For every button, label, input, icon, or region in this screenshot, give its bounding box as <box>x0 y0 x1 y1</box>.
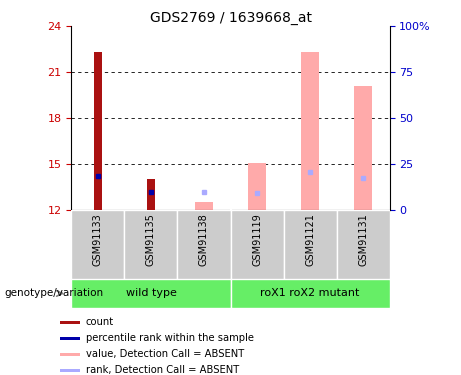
Bar <box>60 337 80 340</box>
Bar <box>177 210 230 279</box>
Bar <box>354 86 372 210</box>
Text: GSM91135: GSM91135 <box>146 213 156 266</box>
Bar <box>147 179 155 210</box>
Text: roX1 roX2 mutant: roX1 roX2 mutant <box>260 288 360 298</box>
Bar <box>337 210 390 279</box>
Bar <box>60 321 80 324</box>
Bar <box>124 210 177 279</box>
Text: rank, Detection Call = ABSENT: rank, Detection Call = ABSENT <box>86 365 239 375</box>
Text: genotype/variation: genotype/variation <box>5 288 104 298</box>
Bar <box>60 353 80 356</box>
Text: wild type: wild type <box>125 288 177 298</box>
Text: GSM91121: GSM91121 <box>305 213 315 266</box>
Text: count: count <box>86 317 114 327</box>
Text: GSM91119: GSM91119 <box>252 213 262 266</box>
Text: GSM91133: GSM91133 <box>93 213 103 266</box>
Text: GDS2769 / 1639668_at: GDS2769 / 1639668_at <box>149 11 312 25</box>
Bar <box>60 369 80 372</box>
Bar <box>301 52 319 210</box>
Text: value, Detection Call = ABSENT: value, Detection Call = ABSENT <box>86 349 244 359</box>
Bar <box>248 163 266 210</box>
Text: GSM91131: GSM91131 <box>358 213 368 266</box>
Text: percentile rank within the sample: percentile rank within the sample <box>86 333 254 344</box>
Text: GSM91138: GSM91138 <box>199 213 209 266</box>
Bar <box>230 210 284 279</box>
Bar <box>71 279 230 308</box>
Bar <box>195 202 213 210</box>
Bar <box>284 210 337 279</box>
Bar <box>94 52 102 210</box>
Bar <box>230 279 390 308</box>
Bar <box>71 210 124 279</box>
